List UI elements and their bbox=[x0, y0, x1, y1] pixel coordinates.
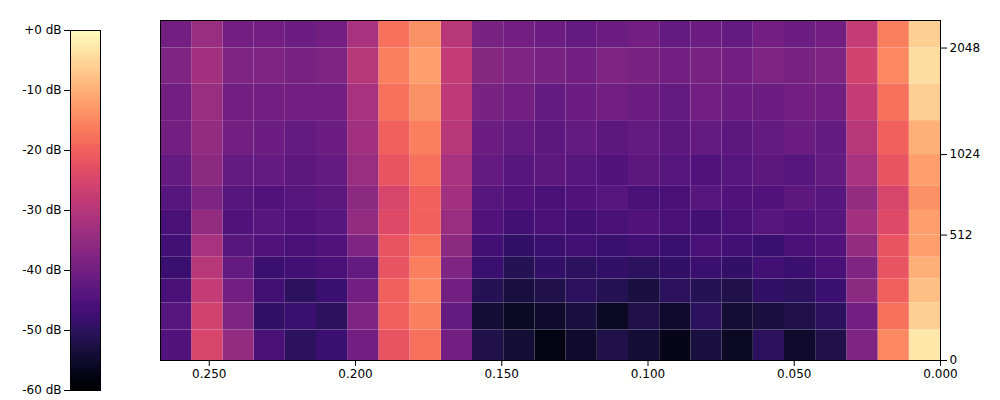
svg-text:0.150: 0.150 bbox=[485, 367, 519, 381]
svg-text:0.200: 0.200 bbox=[338, 367, 372, 381]
svg-text:0: 0 bbox=[950, 353, 958, 367]
svg-text:512: 512 bbox=[950, 228, 973, 242]
svg-text:0.050: 0.050 bbox=[777, 367, 811, 381]
svg-text:1024: 1024 bbox=[950, 147, 981, 161]
svg-text:2048: 2048 bbox=[950, 41, 981, 55]
svg-text:-30 dB: -30 dB bbox=[22, 203, 61, 217]
svg-text:0.250: 0.250 bbox=[192, 367, 226, 381]
svg-text:0.100: 0.100 bbox=[631, 367, 665, 381]
svg-text:-60 dB: -60 dB bbox=[22, 383, 61, 397]
svg-text:-20 dB: -20 dB bbox=[22, 143, 61, 157]
svg-text:0.000: 0.000 bbox=[923, 367, 957, 381]
svg-text:-10 dB: -10 dB bbox=[22, 83, 61, 97]
svg-text:-50 dB: -50 dB bbox=[22, 323, 61, 337]
svg-text:+0 dB: +0 dB bbox=[24, 23, 61, 37]
svg-text:-40 dB: -40 dB bbox=[22, 263, 61, 277]
